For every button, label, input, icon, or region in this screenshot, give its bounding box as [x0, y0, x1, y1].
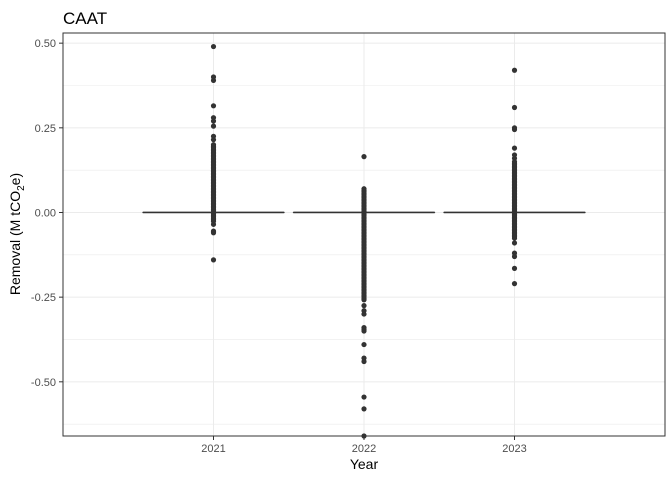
outlier-point — [361, 394, 367, 400]
y-axis-title-end: e) — [7, 173, 23, 185]
outlier-point — [210, 230, 217, 236]
outlier-point — [361, 311, 367, 317]
outlier-point — [511, 240, 518, 246]
outlier-point — [210, 118, 217, 124]
outlier-point — [210, 257, 217, 263]
y-tick-label: 0.25 — [35, 123, 56, 135]
x-tick-label: 2022 — [352, 443, 376, 455]
x-tick-label: 2021 — [201, 443, 225, 455]
outlier-point — [511, 126, 518, 133]
outlier-point — [511, 253, 518, 260]
axes: -0.50 -0.25 0.00 0.25 0.50 2021 2022 2023 — [31, 38, 527, 455]
outlier-point — [511, 155, 518, 161]
outlier-point — [361, 297, 367, 303]
outlier-point — [511, 145, 518, 151]
outlier-point — [210, 221, 217, 227]
x-tick-label: 2023 — [502, 443, 526, 455]
outlier-point — [511, 281, 518, 287]
outlier-point — [210, 123, 217, 129]
outlier-point — [511, 265, 518, 271]
y-tick-label: -0.50 — [31, 377, 56, 389]
outlier-point — [210, 103, 217, 109]
y-tick-label: -0.25 — [31, 292, 56, 304]
outlier-point — [511, 104, 518, 111]
outlier-point — [210, 43, 217, 50]
y-axis-title-subscript: 2 — [16, 185, 27, 191]
outlier-point — [511, 67, 518, 73]
outlier-point — [361, 303, 367, 309]
y-axis-title: Removal (M tCO2e) — [7, 173, 27, 295]
outlier-point — [361, 358, 367, 365]
outlier-point — [361, 341, 367, 348]
y-axis-title-main: Removal (M tCO — [7, 191, 23, 295]
data-layer — [142, 43, 586, 439]
outlier-point — [361, 406, 367, 412]
outlier-point — [361, 328, 367, 334]
y-tick-label: 0.00 — [35, 207, 56, 219]
chart-title: CAAT — [63, 9, 107, 28]
outlier-point — [210, 77, 217, 84]
outlier-point — [361, 154, 367, 160]
y-tick-label: 0.50 — [35, 38, 56, 50]
outlier-point — [210, 137, 217, 143]
outlier-point — [511, 235, 518, 241]
x-axis-title: Year — [350, 456, 379, 472]
